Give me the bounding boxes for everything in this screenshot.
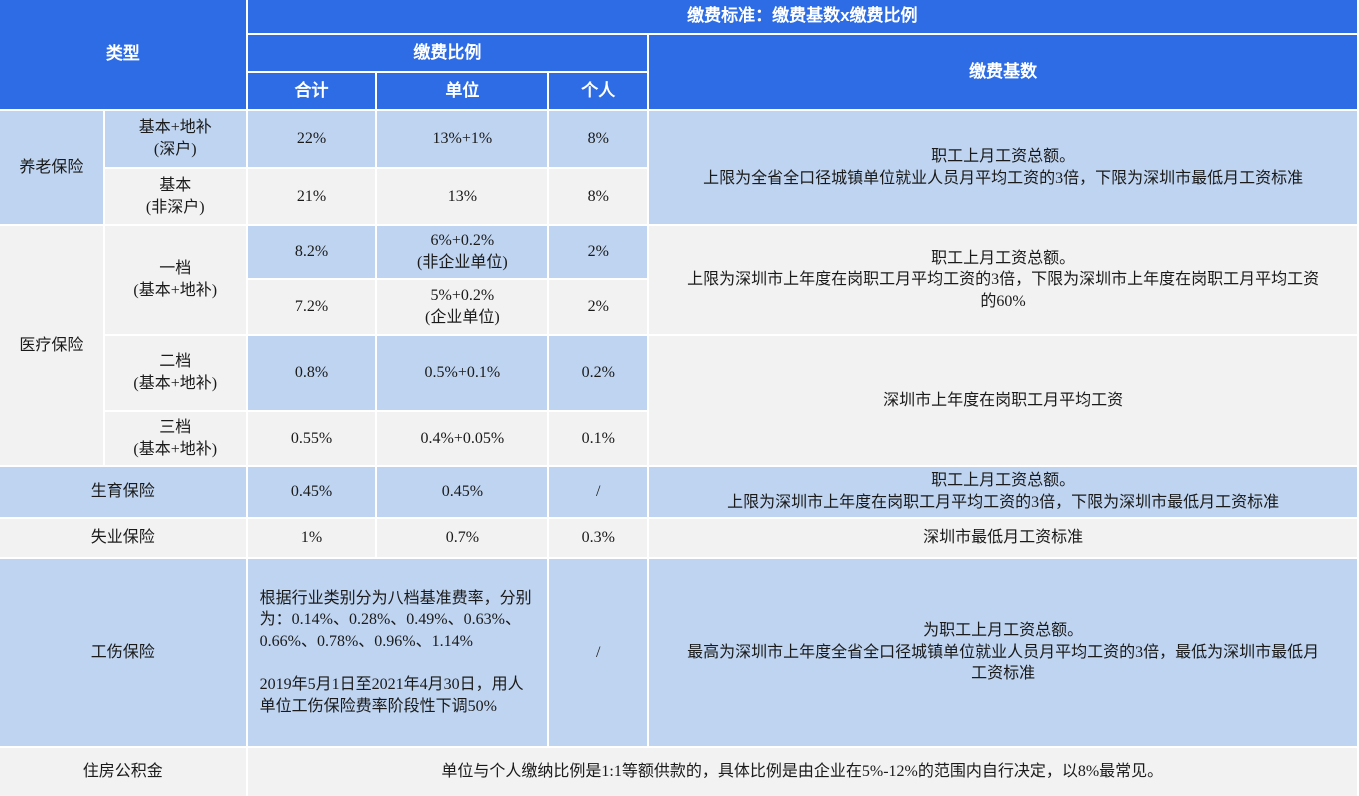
unemployment-employer: 0.7%: [377, 519, 548, 557]
medical-tier1-row-b: 7.2% 5%+0.2% (企业单位) 2%: [0, 280, 1357, 334]
housing-row: 住房公积金 单位与个人缴纳比例是1:1等额供款的，具体比例是由企业在5%-12%…: [0, 748, 1357, 796]
pension-row-1: 养老保险 基本+地补 (深户) 22% 13%+1% 8% 职工上月工资总额。 …: [0, 111, 1357, 224]
medical-tier2-row: 二档 (基本+地补) 0.8% 0.5%+0.1% 0.2% 深圳市上年度在岗职…: [0, 336, 1357, 465]
unemployment-total: 1%: [247, 519, 376, 557]
medical-tier3-employer: 0.4%+0.05%: [377, 412, 548, 465]
injury-individual: /: [549, 559, 648, 746]
medical-tier1-label: 一档 (基本+地补): [104, 226, 246, 334]
pension-total-1: 22%: [247, 111, 376, 167]
medical-tier2-label: 二档 (基本+地补): [104, 336, 246, 410]
medical-tier1-base: 职工上月工资总额。 上限为深圳市上年度在岗职工月平均工资的3倍，下限为深圳市上年…: [649, 226, 1357, 334]
maternity-employer: 0.45%: [377, 467, 548, 517]
medical-tier1b-employer: 5%+0.2% (企业单位): [377, 280, 548, 334]
medical-tier1-row-a: 医疗保险 一档 (基本+地补) 8.2% 6%+0.2% (非企业单位) 2% …: [0, 226, 1357, 465]
header-row-standard: 类型 缴费标准：缴费基数x缴费比例: [0, 0, 1357, 109]
medical-tier3-individual: 0.1%: [549, 412, 648, 465]
header-row-columns: 合计 单位 个人: [0, 73, 1357, 109]
housing-note: 单位与个人缴纳比例是1:1等额供款的，具体比例是由企业在5%-12%的范围内自行…: [247, 748, 1357, 796]
medical-tier3-row: 三档 (基本+地补) 0.55% 0.4%+0.05% 0.1%: [0, 412, 1357, 465]
medical-tier1a-individual: 2%: [549, 226, 648, 278]
header-col-employer: 单位: [377, 73, 548, 109]
medical-tier1a-employer: 6%+0.2% (非企业单位): [377, 226, 548, 278]
medical-tier2-total: 0.8%: [247, 336, 376, 410]
unemployment-row: 失业保险 1% 0.7% 0.3% 深圳市最低月工资标准: [0, 519, 1357, 557]
medical-tier3-label: 三档 (基本+地补): [104, 412, 246, 465]
pension-base: 职工上月工资总额。 上限为全省全口径城镇单位就业人员月平均工资的3倍，下限为深圳…: [649, 111, 1357, 224]
injury-rate-text: 根据行业类别分为八档基准费率，分别为：0.14%、0.28%、0.49%、0.6…: [247, 559, 548, 746]
medical-tier1a-total: 8.2%: [247, 226, 376, 278]
header-row-ratio: 缴费比例 缴费基数: [0, 35, 1357, 109]
medical-tier1b-total: 7.2%: [247, 280, 376, 334]
medical-tier3-total: 0.55%: [247, 412, 376, 465]
injury-base: 为职工上月工资总额。 最高为深圳市上年度全省全口径城镇单位就业人员月平均工资的3…: [649, 559, 1357, 746]
header-ratio: 缴费比例: [247, 35, 648, 71]
pension-individual-1: 8%: [549, 111, 648, 167]
header-col-individual: 个人: [549, 73, 648, 109]
maternity-base: 职工上月工资总额。 上限为深圳市上年度在岗职工月平均工资的3倍，下限为深圳市最低…: [649, 467, 1357, 517]
unemployment-base: 深圳市最低月工资标准: [649, 519, 1357, 557]
housing-label: 住房公积金: [0, 748, 246, 796]
maternity-individual: /: [549, 467, 648, 517]
injury-label: 工伤保险: [0, 559, 246, 746]
injury-row: 工伤保险 根据行业类别分为八档基准费率，分别为：0.14%、0.28%、0.49…: [0, 559, 1357, 746]
medical-tier2-individual: 0.2%: [549, 336, 648, 410]
pension-sub2-label: 基本 (非深户): [104, 169, 246, 224]
pension-employer-1: 13%+1%: [377, 111, 548, 167]
pension-total-2: 21%: [247, 169, 376, 224]
maternity-row: 生育保险 0.45% 0.45% / 职工上月工资总额。 上限为深圳市上年度在岗…: [0, 467, 1357, 517]
pension-employer-2: 13%: [377, 169, 548, 224]
medical-tier1b-individual: 2%: [549, 280, 648, 334]
maternity-label: 生育保险: [0, 467, 246, 517]
unemployment-individual: 0.3%: [549, 519, 648, 557]
unemployment-label: 失业保险: [0, 519, 246, 557]
pension-row-2: 基本 (非深户) 21% 13% 8%: [0, 169, 1357, 224]
header-base: 缴费基数: [649, 35, 1357, 109]
pension-individual-2: 8%: [549, 169, 648, 224]
medical-tier23-base: 深圳市上年度在岗职工月平均工资: [649, 336, 1357, 465]
header-standard-title: 缴费标准：缴费基数x缴费比例: [247, 0, 1357, 33]
header-col-total: 合计: [247, 73, 376, 109]
medical-tier2-employer: 0.5%+0.1%: [377, 336, 548, 410]
maternity-total: 0.45%: [247, 467, 376, 517]
header-type: 类型: [0, 0, 246, 109]
pension-label: 养老保险: [0, 111, 103, 224]
pension-sub1-label: 基本+地补 (深户): [104, 111, 246, 167]
medical-label: 医疗保险: [0, 226, 103, 465]
